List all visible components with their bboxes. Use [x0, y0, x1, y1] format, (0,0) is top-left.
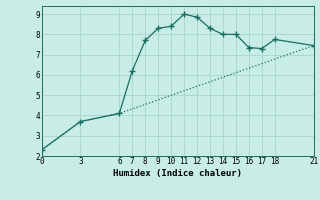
X-axis label: Humidex (Indice chaleur): Humidex (Indice chaleur) [113, 169, 242, 178]
